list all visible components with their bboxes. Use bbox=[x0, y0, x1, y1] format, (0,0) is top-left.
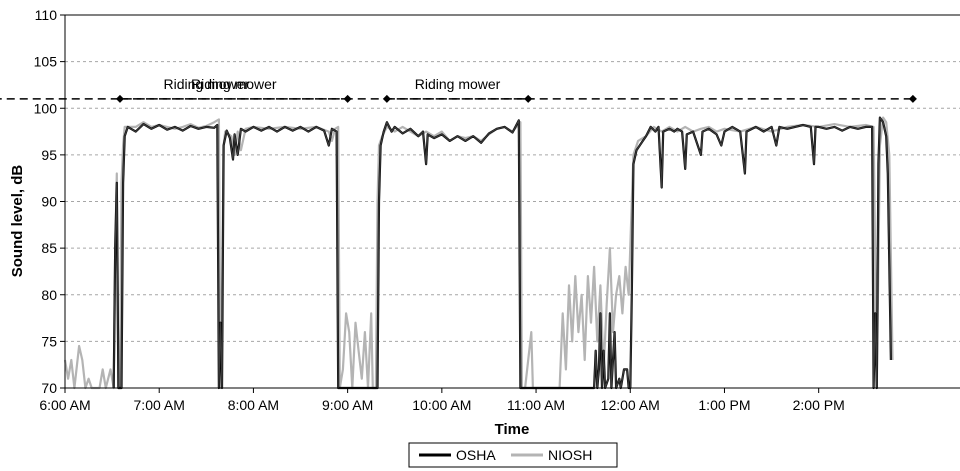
x-tick-label: 11:00 AM bbox=[507, 397, 565, 413]
y-tick-label: 110 bbox=[35, 7, 58, 23]
y-tick-label: 85 bbox=[41, 240, 57, 256]
y-tick-label: 70 bbox=[41, 380, 57, 396]
annotation-label: Riding mower bbox=[415, 76, 501, 92]
x-tick-label: 6:00 AM bbox=[39, 397, 90, 413]
legend-label-osha: OSHA bbox=[456, 447, 496, 463]
y-tick-label: 105 bbox=[34, 54, 58, 70]
annotation-riding-mower: Riding mower bbox=[382, 76, 533, 103]
annotation-label: Riding mower bbox=[191, 76, 277, 92]
series-lines bbox=[63, 116, 894, 390]
annotation-diamond-marker bbox=[115, 94, 124, 103]
y-tick-label: 95 bbox=[41, 147, 57, 163]
x-tick-label: 9:00 AM bbox=[322, 397, 373, 413]
y-axis-title: Sound level, dB bbox=[9, 165, 26, 278]
annotation-label: Riding mower bbox=[164, 76, 250, 92]
y-tick-label: 75 bbox=[41, 333, 57, 349]
legend-label-niosh: NIOSH bbox=[548, 447, 592, 463]
legend: OSHA NIOSH bbox=[408, 442, 618, 468]
y-tick-label: 90 bbox=[41, 194, 57, 210]
x-tick-label: 10:00 AM bbox=[412, 397, 471, 413]
x-tick-label: 2:00 PM bbox=[793, 397, 845, 413]
annotation-riding-mower: Riding mower bbox=[0, 76, 917, 103]
x-tick-label: 8:00 AM bbox=[228, 397, 279, 413]
grid-lines bbox=[65, 14, 960, 342]
series-line-niosh bbox=[63, 116, 894, 390]
x-axis-title: Time bbox=[495, 421, 530, 438]
series-line-osha bbox=[112, 116, 892, 390]
x-tick-label: 1:00 PM bbox=[698, 397, 750, 413]
axes: 70 75 80 85 90 95 100 105 110 6:00 AM 7:00 AM 8:00 … bbox=[34, 7, 960, 413]
y-tick-label: 100 bbox=[34, 100, 58, 116]
x-tick-label: 7:00 AM bbox=[134, 397, 185, 413]
y-tick-label: 80 bbox=[41, 287, 57, 303]
annotation-diamond-marker bbox=[908, 94, 917, 103]
series-line-osha-overlay bbox=[113, 116, 892, 389]
x-tick-label: 12:00 AM bbox=[601, 397, 660, 413]
